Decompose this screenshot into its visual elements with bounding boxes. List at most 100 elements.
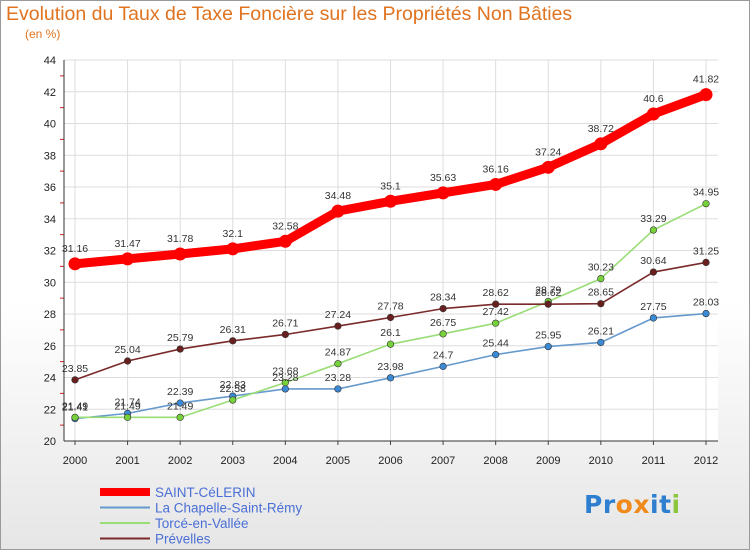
data-point <box>176 399 184 407</box>
data-label: 24.87 <box>325 347 351 359</box>
logo-letter: r <box>602 490 616 519</box>
data-point <box>226 242 240 256</box>
data-label: 23.28 <box>325 372 351 384</box>
axes: 20 22 24 26 28 30 32 34 36 38 40 42 44 2000 2001 2002 20… <box>44 55 718 467</box>
y-tick-label: 36 <box>44 182 56 194</box>
x-tick-label: 2000 <box>63 455 87 467</box>
data-label: 28.62 <box>535 287 561 299</box>
data-label: 27.24 <box>325 309 351 321</box>
data-label: 37.24 <box>535 146 561 158</box>
data-label: 25.04 <box>114 344 140 356</box>
data-label: 21.49 <box>62 400 88 412</box>
data-point <box>702 258 710 267</box>
x-tick-label: 2012 <box>694 455 718 467</box>
logo-letter: i <box>671 490 681 519</box>
data-label: 21.74 <box>114 396 140 408</box>
data-label: 30.23 <box>588 262 614 274</box>
data-label: 32.58 <box>272 220 298 232</box>
data-label: 22.39 <box>167 386 193 398</box>
data-label: 26.75 <box>430 317 456 329</box>
data-point <box>439 330 447 338</box>
x-tick-label: 2001 <box>115 455 139 467</box>
data-point <box>281 378 289 387</box>
y-tick-label: 28 <box>44 309 56 321</box>
data-label: 31.78 <box>167 233 193 245</box>
data-point <box>594 137 608 151</box>
x-tick-label: 2009 <box>536 455 560 467</box>
legend-label: La Chapelle-Saint-Rémy <box>155 501 302 516</box>
y-tick-label: 44 <box>44 55 56 67</box>
data-point <box>439 362 447 370</box>
data-point <box>649 314 658 322</box>
data-point <box>386 313 395 322</box>
data-label: 33.29 <box>640 213 666 225</box>
data-point <box>544 300 552 308</box>
data-label: 25.79 <box>167 332 193 344</box>
data-label: 28.62 <box>483 287 509 299</box>
data-label: 22.83 <box>220 379 246 391</box>
data-label: 27.42 <box>483 306 509 318</box>
data-label: 21.49 <box>167 400 193 412</box>
data-point <box>544 342 552 351</box>
logo-letter: i <box>650 490 660 519</box>
data-point <box>439 305 447 313</box>
data-label: 23.85 <box>62 363 88 375</box>
y-tick-label: 34 <box>44 214 56 226</box>
data-label: 41.82 <box>693 74 719 86</box>
data-point <box>489 177 503 191</box>
data-label: 30.64 <box>640 255 666 267</box>
data-point <box>386 340 395 348</box>
x-tick-label: 2010 <box>589 455 613 467</box>
x-tick-label: 2011 <box>642 455 666 467</box>
x-tick-label: 2008 <box>483 455 507 467</box>
data-label: 27.78 <box>377 300 403 312</box>
data-label: 32.1 <box>223 228 244 240</box>
logo-letter: t <box>659 490 672 519</box>
logo-letter: o <box>615 490 634 519</box>
x-tick-label: 2005 <box>326 455 350 467</box>
data-label: 40.6 <box>643 93 664 105</box>
data-point <box>229 337 237 345</box>
y-tick-label: 24 <box>44 373 56 385</box>
y-tick-label: 30 <box>44 277 56 289</box>
data-label: 38.72 <box>588 123 614 135</box>
data-point <box>702 200 710 208</box>
series-lines <box>68 88 713 423</box>
data-label: 26.1 <box>380 327 401 339</box>
x-tick-label: 2007 <box>431 455 455 467</box>
data-point <box>384 194 397 208</box>
data-label: 26.31 <box>220 324 246 336</box>
data-point <box>649 226 658 234</box>
data-point <box>492 319 500 327</box>
x-tick-label: 2004 <box>273 455 297 467</box>
data-label: 28.03 <box>693 297 719 309</box>
data-label: 26.21 <box>588 325 614 337</box>
data-point <box>702 309 710 318</box>
y-tick-label: 32 <box>44 246 56 258</box>
y-tick-label: 38 <box>44 150 56 162</box>
data-label: 25.44 <box>483 338 509 350</box>
data-point <box>123 413 132 421</box>
data-point <box>649 268 658 276</box>
data-point <box>176 345 184 353</box>
data-point <box>281 385 289 393</box>
data-label: 27.75 <box>640 301 666 313</box>
data-point <box>68 257 82 271</box>
data-point <box>699 88 713 102</box>
x-tick-label: 2003 <box>221 455 245 467</box>
y-tick-label: 42 <box>44 87 56 99</box>
data-point <box>334 385 342 393</box>
data-label: 31.25 <box>693 245 719 257</box>
logo-letter: P <box>584 490 603 519</box>
data-label: 36.16 <box>483 163 509 175</box>
data-point <box>278 234 292 248</box>
data-label: 26.71 <box>272 317 298 329</box>
data-label: 35.63 <box>430 172 456 184</box>
x-tick-label: 2006 <box>378 455 402 467</box>
data-label: 23.28 <box>272 372 298 384</box>
data-point <box>121 252 135 266</box>
data-label: 34.95 <box>693 187 719 199</box>
logo-letter: x <box>633 490 650 519</box>
data-labels: 21.41 21.74 22.39 22.83 23.28 23.28 23.98 24.7 2… <box>62 74 719 414</box>
